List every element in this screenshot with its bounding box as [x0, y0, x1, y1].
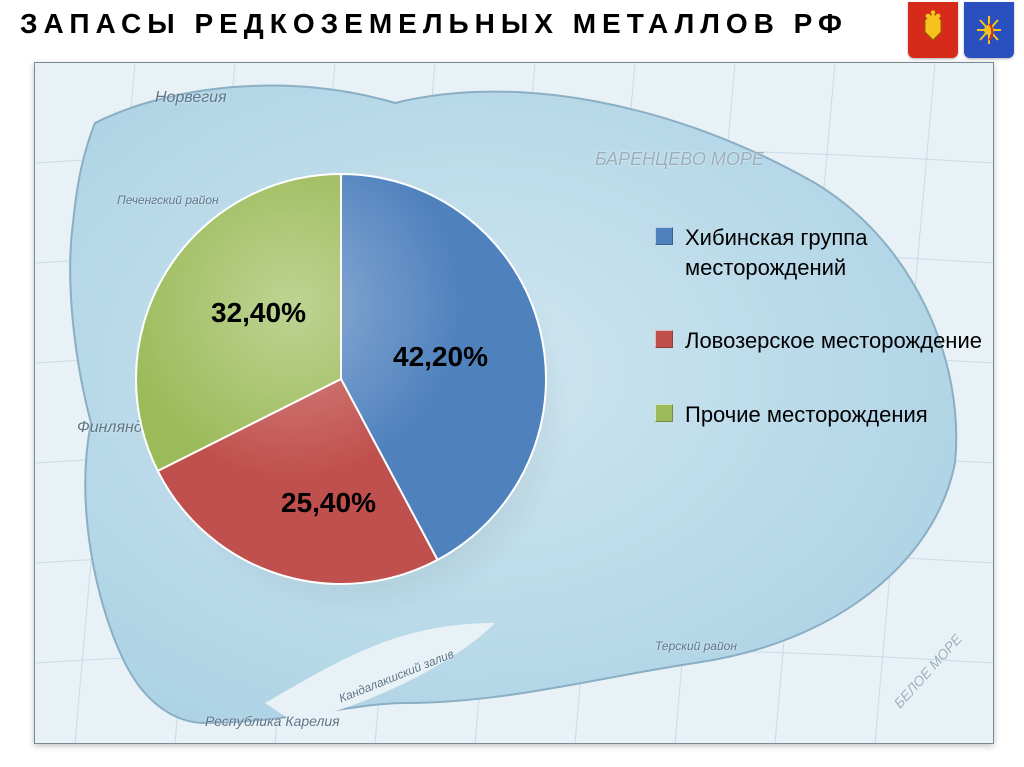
murmansk-coat-of-arms-icon: [972, 10, 1006, 50]
pie-svg: [131, 169, 551, 589]
map-label: Норвегия: [155, 89, 227, 107]
legend-item-khibiny: Хибинская группа месторождений: [655, 223, 994, 282]
page-title: ЗАПАСЫ РЕДКОЗЕМЕЛЬНЫХ МЕТАЛЛОВ РФ: [20, 8, 848, 40]
legend-item-other: Прочие месторождения: [655, 400, 994, 430]
map-label: Республика Карелия: [205, 713, 340, 729]
legend-swatch-khibiny: [655, 227, 673, 245]
emblem-rf: [908, 2, 958, 58]
pie-chart: 42,20% 25,40% 32,40%: [131, 169, 571, 609]
map-label: Терский район: [655, 639, 737, 653]
slice-label-other: 32,40%: [211, 297, 306, 329]
legend-item-lovozero: Ловозерское месторождение: [655, 326, 994, 356]
page: ЗАПАСЫ РЕДКОЗЕМЕЛЬНЫХ МЕТАЛЛОВ РФ: [0, 0, 1024, 767]
map-label: БАРЕНЦЕВО МОРЕ: [595, 149, 764, 170]
legend-text: Хибинская группа месторождений: [685, 223, 994, 282]
map-frame: НорвегияБАРЕНЦЕВО МОРЕПеченгский районФи…: [34, 62, 994, 744]
legend: Хибинская группа месторождений Ловозерско…: [655, 223, 994, 474]
emblem-murmansk: [964, 2, 1014, 58]
legend-text: Ловозерское месторождение: [685, 326, 982, 356]
slice-label-lovozero: 25,40%: [281, 487, 376, 519]
legend-swatch-lovozero: [655, 330, 673, 348]
legend-swatch-other: [655, 404, 673, 422]
emblems: [908, 2, 1014, 58]
slice-label-khibiny: 42,20%: [393, 341, 488, 373]
rf-coat-of-arms-icon: [916, 10, 950, 50]
legend-text: Прочие месторождения: [685, 400, 928, 430]
